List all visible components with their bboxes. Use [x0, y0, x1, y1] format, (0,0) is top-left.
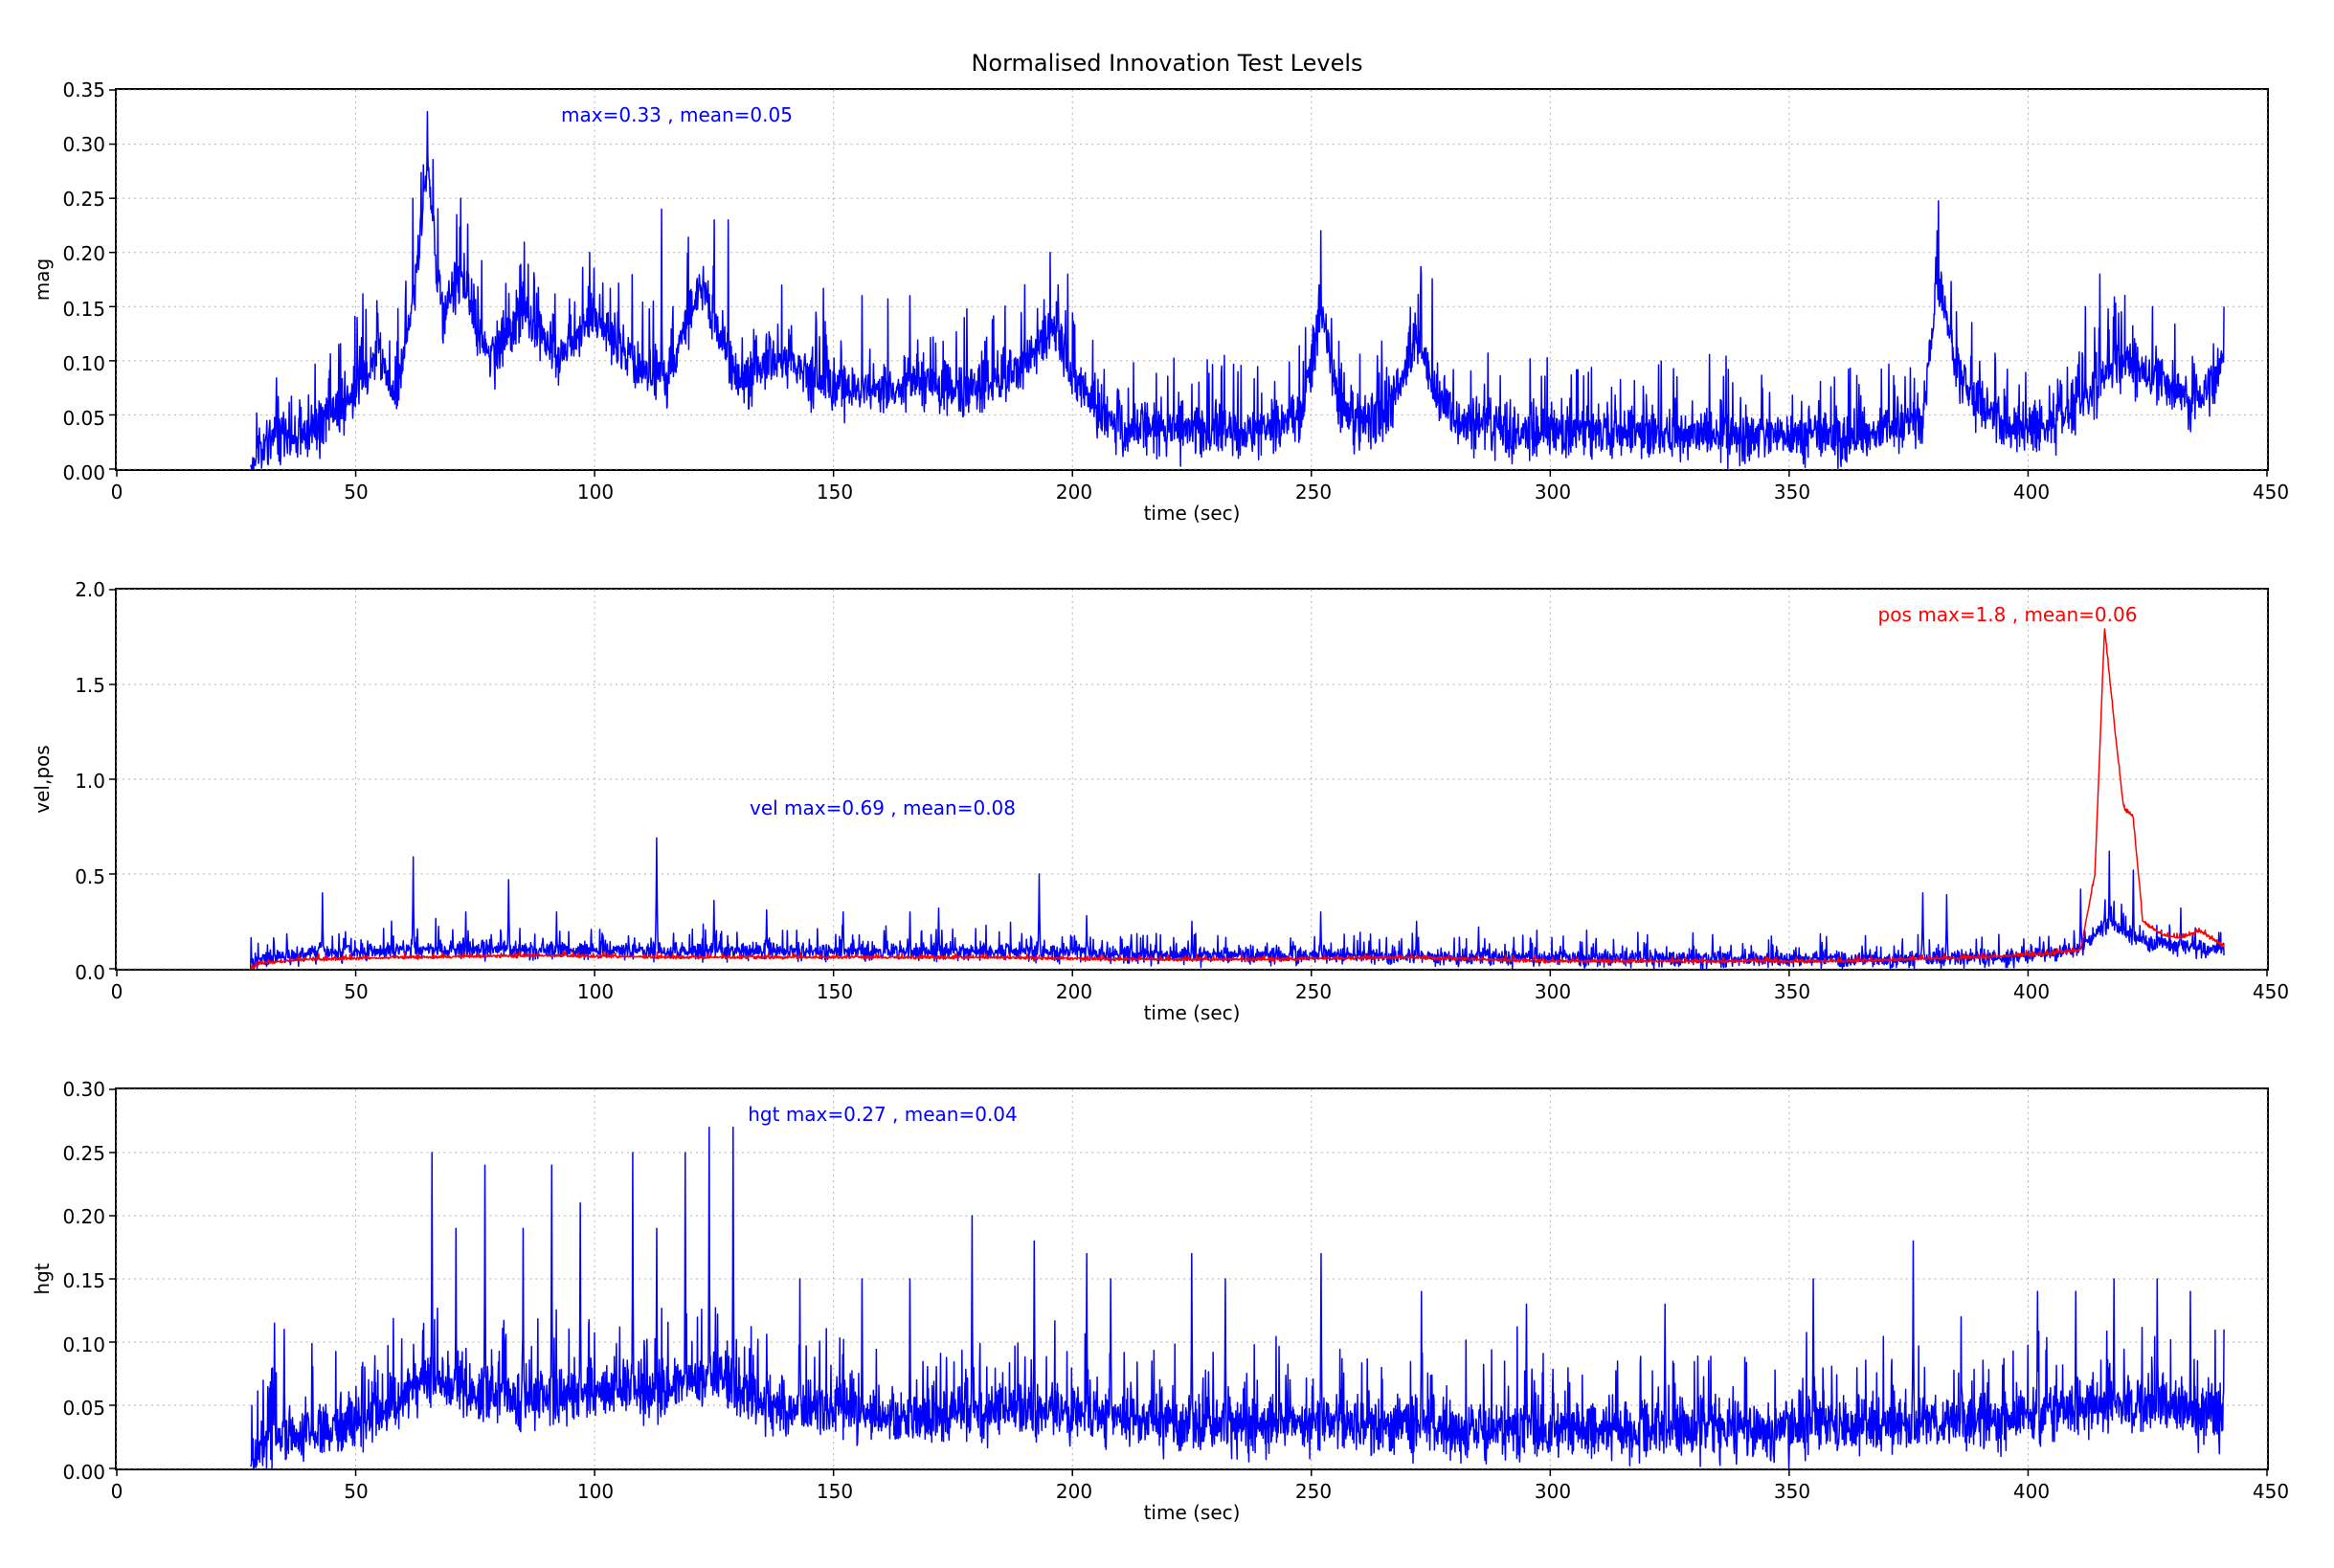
xtick-label: 400: [2013, 1480, 2050, 1503]
xtick-label: 300: [1535, 481, 1571, 504]
xtick-label: 150: [817, 980, 853, 1003]
xtick-label: 100: [577, 1480, 614, 1503]
xtick-label: 200: [1056, 980, 1092, 1003]
ytick-label: 0.20: [62, 1205, 105, 1228]
xtick-label: 50: [344, 481, 368, 504]
xtick-label: 300: [1535, 1480, 1571, 1503]
xtick-label: 350: [1774, 1480, 1810, 1503]
xtick-label: 250: [1295, 980, 1332, 1003]
ytick-label: 0.05: [62, 407, 105, 430]
plot-area: [117, 90, 2267, 469]
xlabel: time (sec): [1144, 1001, 1241, 1024]
xtick-label: 50: [344, 980, 368, 1003]
xtick-label: 100: [577, 481, 614, 504]
annotation: hgt max=0.27 , mean=0.04: [748, 1103, 1018, 1126]
xtick-label: 350: [1774, 980, 1810, 1003]
ylabel: mag: [31, 258, 54, 301]
ytick-label: 0.15: [62, 298, 105, 321]
ytick-label: 1.0: [75, 770, 105, 793]
annotation: vel max=0.69 , mean=0.08: [750, 796, 1016, 819]
xtick-label: 0: [111, 980, 123, 1003]
ytick-label: 0.15: [62, 1269, 105, 1292]
ytick-label: 0.20: [62, 242, 105, 265]
ytick-label: 2.0: [75, 578, 105, 601]
plot-area: [117, 1089, 2267, 1468]
plot-area: [117, 590, 2267, 969]
xtick-label: 450: [2253, 481, 2289, 504]
xtick-label: 400: [2013, 980, 2050, 1003]
ylabel: hgt: [31, 1263, 54, 1294]
ytick-label: 0.5: [75, 865, 105, 888]
xtick-label: 250: [1295, 481, 1332, 504]
series-pos: [251, 629, 2224, 969]
xtick-label: 400: [2013, 481, 2050, 504]
ytick-label: 1.5: [75, 674, 105, 697]
xtick-label: 450: [2253, 980, 2289, 1003]
ytick-label: 0.10: [62, 1333, 105, 1356]
xtick-label: 300: [1535, 980, 1571, 1003]
annotation: max=0.33 , mean=0.05: [561, 103, 793, 126]
xtick-label: 250: [1295, 1480, 1332, 1503]
figure-title: Normalised Innovation Test Levels: [0, 50, 2334, 77]
subplot-hgt: 0501001502002503003504004500.000.050.100…: [115, 1087, 2269, 1470]
ytick-label: 0.35: [62, 78, 105, 101]
xtick-label: 0: [111, 1480, 123, 1503]
series-vel: [251, 838, 2224, 969]
xtick-label: 200: [1056, 481, 1092, 504]
ytick-label: 0.0: [75, 961, 105, 984]
ytick-label: 0.30: [62, 133, 105, 156]
series-mag: [251, 112, 2224, 469]
xtick-label: 200: [1056, 1480, 1092, 1503]
ylabel: vel,pos: [31, 745, 54, 813]
xtick-label: 100: [577, 980, 614, 1003]
xtick-label: 350: [1774, 481, 1810, 504]
ytick-label: 0.05: [62, 1397, 105, 1420]
annotation: pos max=1.8 , mean=0.06: [1878, 603, 2138, 626]
series-hgt: [251, 1128, 2224, 1468]
ytick-label: 0.10: [62, 352, 105, 375]
ytick-label: 0.00: [62, 1461, 105, 1484]
ytick-label: 0.30: [62, 1078, 105, 1101]
xtick-label: 150: [817, 481, 853, 504]
xtick-label: 450: [2253, 1480, 2289, 1503]
xtick-label: 150: [817, 1480, 853, 1503]
subplot-velpos: 0501001502002503003504004500.00.51.01.52…: [115, 588, 2269, 971]
xtick-label: 50: [344, 1480, 368, 1503]
subplot-mag: 0501001502002503003504004500.000.050.100…: [115, 88, 2269, 471]
ytick-label: 0.25: [62, 1142, 105, 1165]
xlabel: time (sec): [1144, 502, 1241, 525]
figure: Normalised Innovation Test Levels 050100…: [0, 0, 2334, 1568]
xlabel: time (sec): [1144, 1501, 1241, 1524]
ytick-label: 0.25: [62, 188, 105, 211]
ytick-label: 0.00: [62, 461, 105, 484]
xtick-label: 0: [111, 481, 123, 504]
